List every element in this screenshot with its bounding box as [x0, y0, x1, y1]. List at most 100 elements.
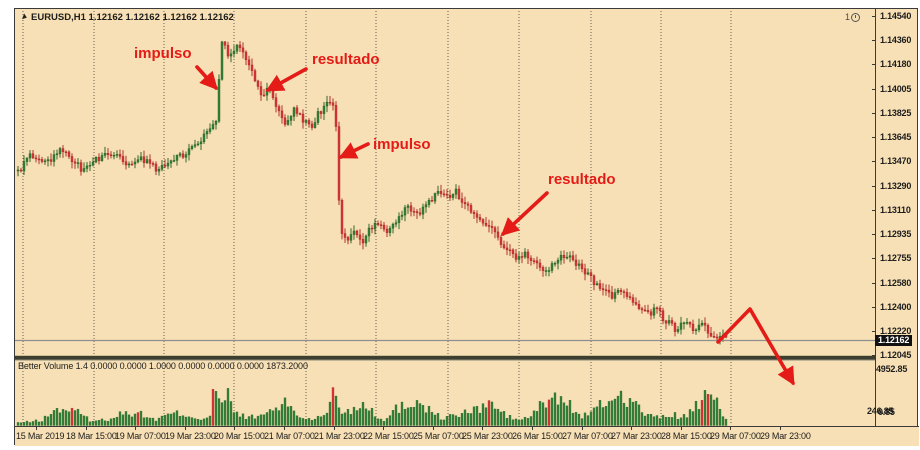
time-axis-tick [135, 427, 136, 430]
volume-bar [256, 415, 260, 426]
candle-body [232, 50, 236, 55]
volume-bar [139, 410, 143, 426]
candle-body [385, 228, 389, 233]
volume-bar [529, 416, 533, 426]
volume-bar [673, 412, 677, 426]
volume-bar [643, 415, 647, 426]
price-axis-tick [872, 186, 876, 187]
candle-body [229, 53, 233, 57]
volume-bar [715, 397, 719, 426]
volume-bar [463, 409, 467, 426]
price-axis-tick [872, 113, 876, 114]
volume-bar [334, 395, 338, 426]
volume-bar [289, 406, 293, 426]
volume-bar [547, 399, 551, 426]
candle-body [571, 255, 575, 261]
chart-plot-area[interactable] [15, 9, 875, 426]
volume-bar [307, 418, 311, 426]
volume-bar [313, 418, 317, 426]
candle-body [637, 304, 641, 309]
volume-bar [181, 415, 185, 426]
annotation-impulso-2: impulso [373, 136, 431, 153]
time-axis-tick [631, 427, 632, 430]
candle-body [397, 216, 401, 223]
candle-body [157, 169, 161, 172]
volume-bar [322, 415, 326, 426]
time-axis[interactable]: 15 Mar 2019 18 Mar 15:00 19 Mar 07:00 19 Ma… [15, 426, 919, 446]
candle-body [82, 168, 86, 172]
candle-body [610, 292, 614, 299]
candle-body [535, 260, 539, 264]
volume-bar [91, 421, 95, 426]
volume-bar [391, 410, 395, 426]
candle-body [355, 230, 359, 236]
clock-icon [851, 12, 861, 22]
price-axis-label: 1.14180 [880, 59, 912, 69]
candle-body [667, 320, 671, 324]
candle-body [250, 64, 254, 71]
candle-body [478, 217, 482, 220]
time-axis-label: 15 Mar 2019 [16, 431, 65, 441]
chart-canvas[interactable] [15, 9, 875, 426]
candle-body [526, 251, 530, 259]
ohlc-quotes: 1.12162 1.12162 1.12162 1.12162 [88, 12, 234, 23]
volume-bar [409, 407, 413, 426]
volume-bar [640, 412, 644, 426]
volume-bar [346, 408, 350, 426]
candle-body [544, 270, 548, 272]
candle-body [235, 44, 239, 52]
price-axis-tick [872, 89, 876, 90]
volume-bar [319, 416, 323, 426]
candle-body [199, 141, 203, 145]
volume-bar [208, 415, 212, 426]
candle-body [634, 302, 638, 305]
candle-body [106, 153, 110, 155]
volume-bar [652, 416, 656, 426]
volume-bar [94, 420, 98, 426]
price-axis-label: 1.13290 [880, 181, 912, 191]
candle-body [301, 113, 305, 123]
candle-body [514, 253, 518, 260]
volume-bar [508, 415, 512, 426]
price-axis-tick [872, 234, 876, 235]
volume-bar [514, 418, 518, 426]
candle-body [472, 211, 476, 214]
volume-bar [625, 406, 629, 426]
candle-body [403, 207, 407, 216]
volume-bar [457, 416, 461, 426]
volume-bar [97, 420, 101, 426]
volume-bar [412, 407, 416, 426]
volume-bar [433, 414, 437, 426]
candle-body [307, 120, 311, 125]
candle-body [124, 161, 128, 166]
volume-bar [130, 416, 134, 426]
volume-bar [196, 419, 200, 426]
volume-bar [238, 416, 242, 426]
volume-bar [562, 402, 566, 426]
candle-body [340, 200, 344, 234]
volume-bar [271, 410, 275, 426]
volume-bar [658, 418, 662, 426]
time-axis-tick [334, 427, 335, 430]
candle-body [628, 296, 632, 298]
volume-bar [250, 414, 254, 426]
candle-body [160, 165, 164, 170]
price-axis[interactable]: 1.14540 1.14360 1.14180 1.14005 1.13825 1.136… [872, 9, 919, 426]
candle-body [61, 148, 65, 153]
candle-body [391, 223, 395, 229]
volume-bar [151, 417, 155, 426]
candle-body [166, 162, 170, 167]
time-axis-label: 27 Mar 23:00 [611, 431, 662, 441]
volume-bar [490, 401, 494, 426]
volume-bar [385, 418, 389, 426]
candle-body [487, 225, 491, 227]
volume-bar [634, 401, 638, 426]
candle-body [682, 322, 686, 324]
candle-body [283, 117, 287, 125]
candle-body [298, 113, 302, 115]
price-axis-label: 1.14005 [880, 84, 912, 94]
time-axis-tick [582, 427, 583, 430]
volume-bar [601, 407, 605, 426]
volume-scale-min: 0.85 [878, 407, 895, 417]
candle-body [400, 214, 404, 217]
